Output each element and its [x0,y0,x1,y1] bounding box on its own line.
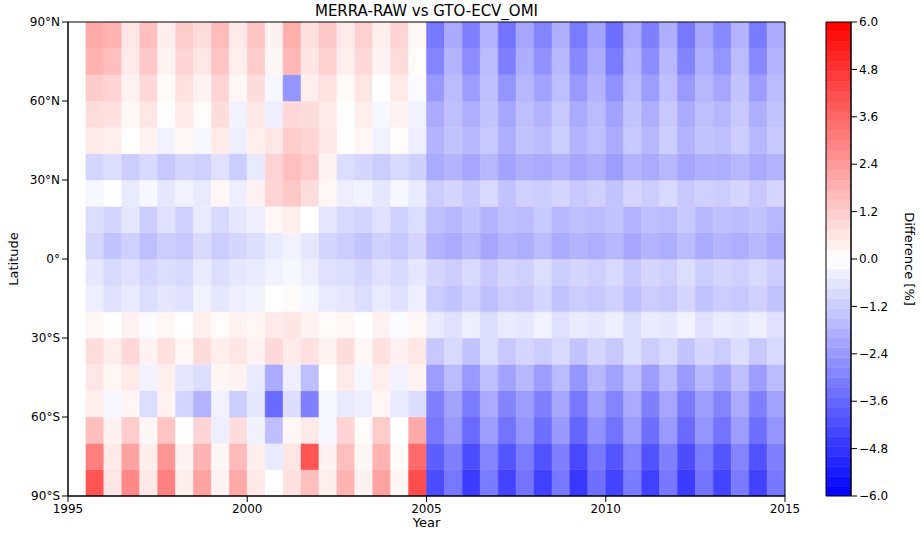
svg-text:3.6: 3.6 [859,110,878,124]
svg-text:−3.6: −3.6 [859,394,888,408]
html-text:Year: Year [412,515,441,530]
html-text:Difference [%]: Difference [%] [902,212,917,306]
svg-text:2.4: 2.4 [859,157,878,171]
svg-text:−2.4: −2.4 [859,347,888,361]
svg-text:−4.8: −4.8 [859,442,888,456]
svg-text:60°N: 60°N [30,94,60,108]
svg-text:90°N: 90°N [30,15,60,29]
svg-text:2010: 2010 [590,502,621,516]
html-text:MERRA-RAW vs GTO-ECV_OMI: MERRA-RAW vs GTO-ECV_OMI [315,2,538,20]
svg-text:0°: 0° [46,252,60,266]
svg-text:1.2: 1.2 [859,205,878,219]
svg-text:30°N: 30°N [30,173,60,187]
svg-text:2005: 2005 [411,502,442,516]
svg-text:−6.0: −6.0 [859,489,888,503]
html-text:Latitude: Latitude [6,232,21,286]
svg-text:6.0: 6.0 [859,15,878,29]
svg-text:30°S: 30°S [31,331,60,345]
svg-text:2000: 2000 [232,502,263,516]
svg-text:2015: 2015 [770,502,800,516]
svg-text:−1.2: −1.2 [859,300,888,314]
svg-text:60°S: 60°S [31,410,60,424]
svg-text:0.0: 0.0 [859,252,878,266]
svg-text:4.8: 4.8 [859,63,878,77]
svg-text:1995: 1995 [53,502,84,516]
svg-text:90°S: 90°S [31,489,60,503]
